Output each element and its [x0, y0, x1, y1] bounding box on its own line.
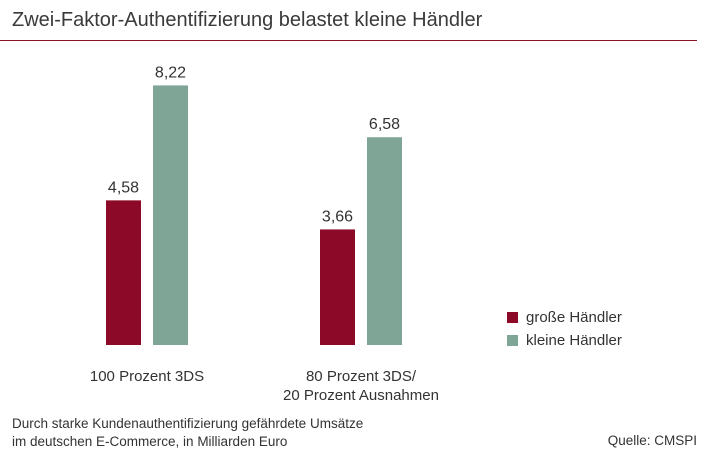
bar-large-1	[106, 200, 141, 345]
data-label-large-2: 3,66	[322, 208, 353, 225]
legend-label-small: kleine Händler	[526, 332, 622, 349]
title-divider	[0, 40, 697, 41]
legend-item-large: große Händler	[507, 306, 622, 329]
category-label-1-line-1: 100 Prozent 3DS	[90, 368, 204, 385]
legend-swatch-large	[507, 312, 518, 323]
footnote-line-2: im deutschen E-Commerce, in Milliarden E…	[12, 434, 288, 449]
category-label-2-line-2: 20 Prozent Ausnahmen	[283, 387, 439, 404]
data-label-small-1: 8,22	[155, 64, 186, 81]
footnote: Durch starke Kundenauthentifizierung gef…	[12, 415, 363, 451]
data-label-large-1: 4,58	[108, 179, 139, 196]
legend-label-large: große Händler	[526, 309, 622, 326]
source-note: Quelle: CMSPI	[607, 433, 697, 448]
legend-swatch-small	[507, 335, 518, 346]
category-label-2-line-1: 80 Prozent 3DS/	[306, 368, 417, 385]
bar-small-1	[153, 85, 188, 345]
legend-item-small: kleine Händler	[507, 329, 622, 352]
footnote-line-1: Durch starke Kundenauthentifizierung gef…	[12, 416, 364, 431]
bar-large-2	[320, 229, 355, 345]
bar-small-2	[367, 137, 402, 345]
legend: große Händler kleine Händler	[507, 306, 622, 352]
chart-title: Zwei-Faktor-Authentifizierung belastet k…	[12, 9, 483, 31]
data-label-small-2: 6,58	[369, 116, 400, 133]
